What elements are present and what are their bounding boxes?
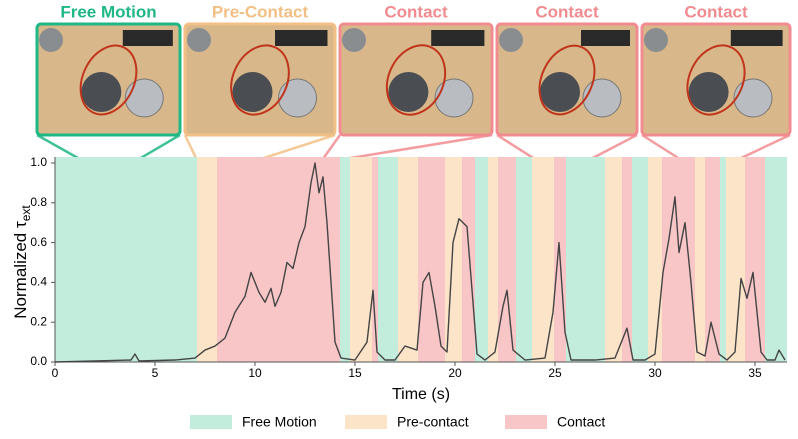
legend-label: Pre-contact <box>397 414 469 430</box>
panel-label: Contact <box>535 2 599 21</box>
photo-disk <box>342 28 366 52</box>
phase-span <box>475 157 488 362</box>
y-label-main: Normalized τ <box>11 221 30 319</box>
photo-disk <box>388 72 429 112</box>
phase-span <box>398 157 418 362</box>
x-tick-label: 5 <box>152 366 159 380</box>
photo-disk <box>232 72 273 112</box>
x-tick-label: 25 <box>548 366 562 380</box>
photo-band <box>538 44 596 116</box>
photo-disk <box>39 28 63 52</box>
photo-disk <box>187 28 211 52</box>
photo-gripper <box>122 30 173 46</box>
photo-disk <box>81 72 122 112</box>
legend-label: Free Motion <box>242 414 317 430</box>
x-tick-label: 0 <box>52 366 59 380</box>
phase-span <box>605 157 622 362</box>
photo-disk <box>582 78 622 118</box>
x-tick-label: 10 <box>248 366 262 380</box>
y-tick-label: 0.4 <box>30 275 47 289</box>
photo-disk <box>540 72 580 112</box>
photo-disk <box>499 28 523 52</box>
photo-disk <box>688 72 729 112</box>
phase-span <box>340 157 350 362</box>
photo-gripper <box>431 30 485 46</box>
phase-span <box>197 157 217 362</box>
photo-disk <box>644 28 668 52</box>
phase-span <box>662 157 695 362</box>
x-axis-label: Time (s) <box>392 386 450 403</box>
phase-span <box>632 157 648 362</box>
phase-span <box>55 157 197 362</box>
phase-span <box>217 157 340 362</box>
legend-swatch <box>505 415 547 429</box>
legend-swatch <box>190 415 232 429</box>
phase-span <box>516 157 532 362</box>
phase-span <box>498 157 516 362</box>
phase-span <box>648 157 662 362</box>
photo-gripper <box>581 30 630 46</box>
phase-span <box>378 157 398 362</box>
photo-disk <box>278 78 317 118</box>
signal-line <box>54 162 786 363</box>
y-tick-label: 0.6 <box>30 235 47 249</box>
phase-span <box>765 157 787 362</box>
phase-span <box>488 157 498 362</box>
phase-span <box>705 157 720 362</box>
y-label-sub: ext <box>19 205 33 222</box>
photo-disk <box>434 78 474 118</box>
photo-gripper <box>730 30 783 46</box>
phase-span <box>745 157 765 362</box>
x-tick-label: 30 <box>648 366 662 380</box>
photo-panels: Free Motion Pre-Contact Contact Contact Cont… <box>35 2 792 179</box>
phase-span <box>720 157 726 362</box>
photo-band <box>79 44 138 116</box>
phase-span <box>695 157 705 362</box>
phase-span <box>418 157 445 362</box>
phase-span <box>350 157 372 362</box>
legend-label: Contact <box>557 414 605 430</box>
panel-label: Pre-Contact <box>212 2 309 21</box>
photo-band <box>385 44 447 116</box>
photo-band <box>230 44 290 116</box>
y-tick-label: 1.0 <box>30 155 47 169</box>
x-tick-label: 35 <box>748 366 762 380</box>
y-tick-label: 0.0 <box>30 354 47 368</box>
panel-label: Contact <box>684 2 748 21</box>
photo-band <box>686 44 746 116</box>
panel-label: Free Motion <box>60 2 156 21</box>
phase-span <box>532 157 554 362</box>
panel-label: Contact <box>384 2 448 21</box>
y-tick-label: 0.2 <box>30 314 47 328</box>
x-tick-label: 20 <box>448 366 462 380</box>
plot: 0 5 10 15 20 25 30 35 0.0 0.2 0.4 0.6 0.8 1.0 <box>30 155 787 380</box>
phase-span <box>462 157 475 362</box>
phase-span <box>372 157 378 362</box>
y-tick-label: 0.8 <box>30 195 47 209</box>
phase-span <box>622 157 632 362</box>
photo-disk <box>124 78 164 118</box>
phase-span <box>566 157 605 362</box>
photo-gripper <box>275 30 328 46</box>
y-axis-label: Normalized τext <box>11 205 33 319</box>
x-tick-label: 15 <box>348 366 362 380</box>
phase-span <box>726 157 745 362</box>
photo-disk <box>733 78 773 118</box>
legend-swatch <box>345 415 387 429</box>
